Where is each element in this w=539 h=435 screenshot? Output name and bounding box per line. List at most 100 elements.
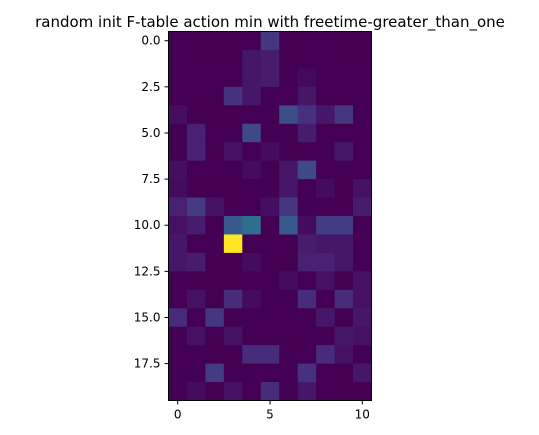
heatmap-cell — [186, 252, 206, 272]
heatmap-cell — [205, 252, 225, 272]
heatmap-cell — [168, 326, 188, 346]
heatmap-cell — [316, 216, 335, 235]
heatmap-cell — [353, 31, 372, 51]
heatmap-cell — [353, 252, 372, 272]
heatmap-cell — [205, 363, 225, 383]
heatmap-cell — [260, 160, 280, 180]
heatmap-cell — [297, 160, 317, 180]
heatmap-cell — [242, 197, 262, 217]
heatmap-cell — [260, 345, 280, 364]
heatmap-cell — [186, 123, 206, 143]
y-tick-label: 10.0 — [134, 218, 161, 232]
heatmap-cell — [334, 179, 354, 198]
heatmap-cell — [260, 271, 280, 291]
heatmap-cell — [223, 105, 243, 125]
heatmap-cell — [316, 142, 335, 162]
heatmap-cell — [334, 68, 354, 88]
y-tick-label: 17.5 — [134, 357, 161, 371]
heatmap-cell — [205, 49, 225, 69]
heatmap-cell — [279, 179, 299, 198]
heatmap-cell — [279, 123, 299, 143]
heatmap-cell — [223, 234, 243, 254]
heatmap-cell — [279, 142, 299, 162]
heatmap-cell — [297, 123, 317, 143]
heatmap-cell — [186, 308, 206, 328]
heatmap-cell — [205, 271, 225, 291]
heatmap-cell — [297, 308, 317, 328]
heatmap-cell — [242, 179, 262, 198]
heatmap-cell — [260, 363, 280, 383]
heatmap-cell — [334, 216, 354, 235]
heatmap-cell — [353, 382, 372, 401]
heatmap-cell — [297, 31, 317, 51]
heatmap-cell — [260, 105, 280, 125]
heatmap-cell — [353, 326, 372, 346]
heatmap-cell — [205, 68, 225, 88]
heatmap-cell — [316, 308, 335, 328]
heatmap-cell — [242, 382, 262, 401]
heatmap-cell — [279, 86, 299, 106]
y-tick-label: 2.5 — [141, 80, 160, 94]
heatmap-cell — [223, 289, 243, 309]
heatmap-cell — [297, 363, 317, 383]
heatmap-cell — [186, 216, 206, 235]
heatmap-cell — [353, 363, 372, 383]
heatmap-cell — [242, 308, 262, 328]
heatmap-cell — [242, 234, 262, 254]
heatmap-cell — [186, 179, 206, 198]
heatmap-cell — [334, 160, 354, 180]
heatmap-cell — [205, 216, 225, 235]
heatmap-cell — [186, 142, 206, 162]
heatmap-cell — [279, 49, 299, 69]
heatmap-cell — [186, 160, 206, 180]
heatmap-cell — [297, 68, 317, 88]
heatmap-cell — [316, 179, 335, 198]
heatmap-cell — [186, 49, 206, 69]
heatmap-cell — [242, 86, 262, 106]
heatmap-cell — [242, 31, 262, 51]
heatmap-cell — [279, 68, 299, 88]
chart-title: random init F-table action min with free… — [35, 13, 505, 32]
heatmap-cell — [168, 105, 188, 125]
heatmap-cell — [334, 86, 354, 106]
heatmap-cell — [186, 345, 206, 364]
heatmap-cell — [168, 142, 188, 162]
heatmap-cell — [223, 308, 243, 328]
heatmap-cell — [205, 197, 225, 217]
heatmap-cell — [353, 234, 372, 254]
heatmap-cell — [334, 197, 354, 217]
heatmap-cell — [260, 49, 280, 69]
heatmap-cell — [334, 345, 354, 364]
heatmap-cell — [334, 326, 354, 346]
heatmap-cell — [316, 68, 335, 88]
heatmap-cell — [316, 49, 335, 69]
heatmap-cell — [168, 68, 188, 88]
heatmap-cell — [223, 123, 243, 143]
heatmap-cell — [223, 179, 243, 198]
heatmap-cell — [260, 68, 280, 88]
heatmap-cell — [242, 345, 262, 364]
heatmap-cell — [260, 289, 280, 309]
heatmap-cell — [223, 252, 243, 272]
heatmap-cell — [205, 105, 225, 125]
heatmap-cell — [279, 326, 299, 346]
heatmap-cell — [316, 289, 335, 309]
heatmap-cell — [316, 252, 335, 272]
heatmap-cell — [186, 234, 206, 254]
heatmap-cell — [223, 31, 243, 51]
heatmap-cell — [223, 142, 243, 162]
heatmap-cell — [223, 271, 243, 291]
heatmap-cell — [186, 31, 206, 51]
heatmap-cell — [316, 160, 335, 180]
y-tick-label: 12.5 — [134, 264, 161, 278]
heatmap-cell — [205, 345, 225, 364]
y-tick-label: 15.0 — [134, 310, 161, 324]
heatmap-cell — [223, 326, 243, 346]
heatmap-cell — [223, 382, 243, 401]
heatmap-cell — [297, 105, 317, 125]
heatmap-cell — [260, 86, 280, 106]
heatmap-cell — [279, 345, 299, 364]
heatmap-cell — [297, 326, 317, 346]
heatmap-cell — [168, 363, 188, 383]
heatmap-cell — [353, 216, 372, 235]
